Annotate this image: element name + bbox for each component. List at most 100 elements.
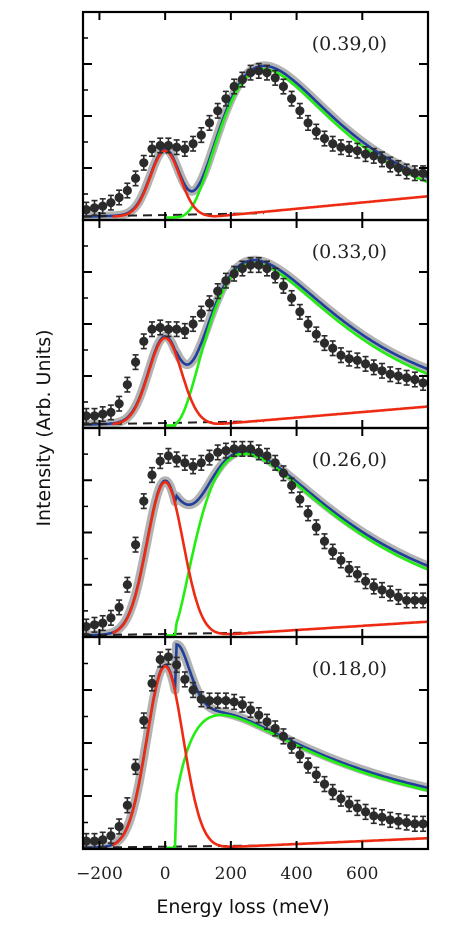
data-point — [172, 454, 182, 464]
total-fit-line — [83, 64, 428, 218]
panels: (0.39,0) (0.33,0) (0.26,0) (0.18,0) — [81, 10, 430, 851]
data-point — [360, 576, 371, 586]
data-point — [262, 717, 272, 727]
data-point — [352, 355, 362, 365]
data-point — [89, 411, 100, 421]
data-point — [385, 815, 395, 825]
data-point — [393, 816, 404, 826]
data-point — [139, 336, 149, 346]
data-point — [106, 613, 116, 623]
data-point — [344, 799, 354, 809]
data-point — [155, 654, 165, 665]
data-point — [328, 547, 338, 557]
data-point — [245, 260, 256, 270]
elastic-fit-line — [112, 336, 428, 426]
data-point — [89, 836, 100, 846]
data-point — [295, 494, 305, 505]
data-point — [83, 836, 91, 846]
data-point — [385, 588, 395, 599]
magnon-fit-line — [165, 262, 428, 427]
data-point — [402, 373, 412, 383]
data-point — [180, 458, 190, 468]
data-point — [180, 144, 190, 154]
data-point — [139, 496, 149, 506]
data-point — [221, 94, 231, 104]
data-point — [188, 461, 198, 471]
data-point — [163, 652, 174, 662]
data-point — [393, 163, 404, 173]
data-point — [410, 374, 420, 385]
panel-2: (0.33,0) — [81, 218, 430, 430]
data-point — [393, 371, 404, 381]
x-axis-label: Energy loss (meV) — [156, 896, 329, 918]
data-point — [254, 260, 264, 270]
data-point — [402, 595, 412, 606]
data-point — [287, 741, 297, 751]
data-point — [147, 470, 157, 480]
data-point — [89, 203, 100, 213]
data-point — [163, 324, 174, 334]
data-point — [328, 787, 338, 797]
data-point — [204, 118, 215, 128]
data-point — [147, 678, 157, 688]
data-point — [270, 73, 280, 83]
x-tick-label: 0 — [160, 864, 171, 884]
data-point — [180, 326, 190, 336]
data-point — [319, 338, 330, 348]
data-point — [204, 298, 215, 308]
data-point — [336, 794, 346, 804]
magnon-fit-line — [165, 68, 428, 219]
data-point — [344, 144, 354, 154]
data-point — [319, 133, 330, 144]
panel-label: (0.39,0) — [312, 33, 387, 55]
x-axis: −200 0 200 400 600 — [76, 864, 378, 884]
data-point — [278, 281, 289, 291]
data-point — [352, 146, 362, 156]
data-point — [122, 580, 132, 590]
data-point — [328, 343, 338, 353]
data-point — [221, 276, 231, 286]
data-point — [410, 595, 420, 606]
data-point — [122, 800, 132, 810]
data-point — [254, 710, 264, 720]
elastic-fit-line — [112, 149, 428, 218]
data-point — [336, 142, 346, 152]
data-point — [278, 731, 289, 741]
data-point — [89, 620, 100, 630]
data-point — [385, 159, 395, 170]
data-point — [270, 723, 280, 734]
data-point — [385, 369, 395, 379]
data-point — [360, 149, 371, 159]
x-tick-label: 400 — [280, 864, 312, 884]
data-point — [114, 399, 124, 409]
x-tick-label: 200 — [215, 864, 247, 884]
data-point — [369, 362, 379, 372]
y-axis-label: Intensity (Arb. Units) — [33, 329, 55, 526]
data-point — [98, 618, 108, 628]
data-point — [245, 444, 256, 454]
data-point — [287, 480, 297, 491]
data-point — [287, 94, 297, 104]
data-point — [262, 68, 272, 78]
data-point — [319, 536, 330, 546]
data-point — [311, 522, 321, 532]
data-point — [311, 127, 321, 137]
data-point — [83, 205, 91, 215]
data-point — [377, 585, 387, 595]
data-point — [418, 595, 428, 606]
data-point — [155, 140, 165, 151]
data-point — [360, 807, 371, 817]
data-point — [377, 154, 387, 164]
data-point — [254, 447, 264, 457]
x-tick-label: −200 — [76, 864, 123, 884]
data-point — [139, 715, 149, 726]
panel-1: (0.39,0) — [81, 10, 430, 222]
data-point — [139, 158, 149, 168]
data-point — [229, 269, 239, 279]
data-point — [336, 350, 346, 360]
data-point — [172, 660, 182, 670]
data-point — [163, 140, 174, 151]
data-point — [410, 819, 420, 829]
data-point — [377, 812, 387, 822]
total-fit-band — [83, 61, 428, 220]
